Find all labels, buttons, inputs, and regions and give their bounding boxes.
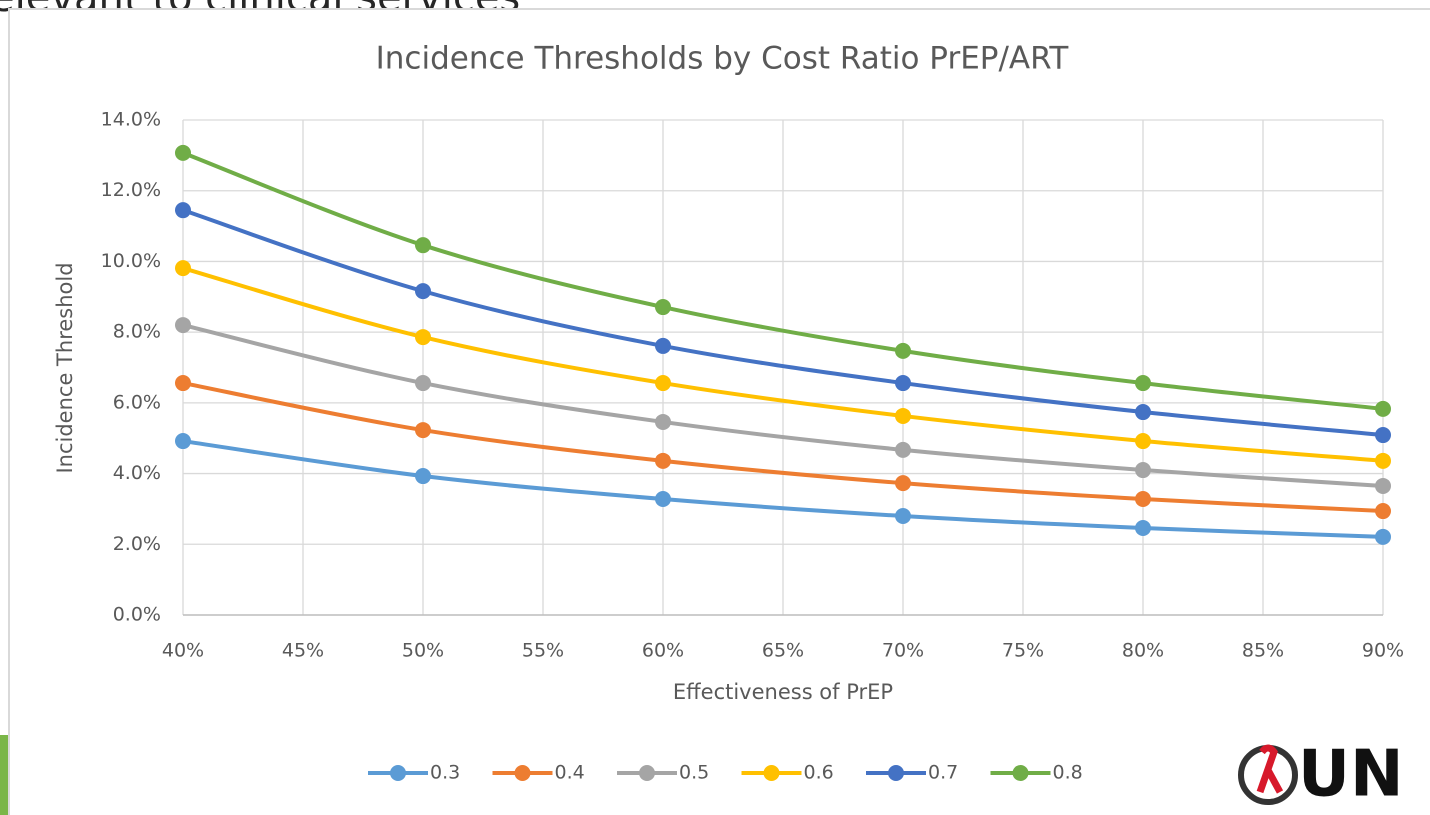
y-axis-title: Incidence Threshold xyxy=(53,262,77,473)
data-point xyxy=(1135,433,1151,450)
x-tick-label: 90% xyxy=(1362,640,1404,662)
y-tick-label: 8.0% xyxy=(113,321,161,343)
data-point xyxy=(895,475,911,492)
legend-marker xyxy=(390,765,406,781)
data-point xyxy=(1375,503,1391,520)
data-point xyxy=(175,317,191,334)
data-point xyxy=(175,260,191,277)
data-point xyxy=(895,342,911,359)
data-point xyxy=(655,413,671,430)
legend-marker xyxy=(888,765,904,781)
data-point xyxy=(655,452,671,469)
x-tick-label: 75% xyxy=(1002,640,1044,662)
series-line xyxy=(182,151,1384,411)
data-point xyxy=(175,202,191,219)
data-point xyxy=(895,375,911,392)
data-point xyxy=(415,237,431,254)
x-tick-label: 40% xyxy=(162,640,204,662)
data-point xyxy=(415,468,431,485)
legend-label: 0.3 xyxy=(430,762,460,784)
x-tick-label: 55% xyxy=(522,640,564,662)
legend-marker xyxy=(514,765,531,781)
un-logo: UN xyxy=(1238,738,1404,812)
data-point xyxy=(1135,491,1151,508)
series-line xyxy=(182,208,1384,438)
y-tick-label: 14.0% xyxy=(101,109,161,131)
legend-label: 0.5 xyxy=(679,762,709,784)
y-tick-label: 10.0% xyxy=(101,250,161,272)
data-point xyxy=(415,283,431,300)
legend-label: 0.6 xyxy=(804,762,834,784)
x-axis-title: Effectiveness of PrEP xyxy=(673,680,893,704)
data-point xyxy=(1135,520,1151,537)
logo-text: UN xyxy=(1298,738,1404,812)
series-line xyxy=(182,439,1384,539)
y-tick-label: 0.0% xyxy=(113,604,161,626)
x-tick-label: 45% xyxy=(282,640,324,662)
y-tick-label: 12.0% xyxy=(101,179,161,201)
data-point xyxy=(1375,477,1391,494)
data-point xyxy=(175,144,191,161)
x-tick-label: 60% xyxy=(642,640,684,662)
data-point xyxy=(1135,462,1151,479)
data-point xyxy=(895,407,911,424)
x-tick-label: 70% xyxy=(882,640,924,662)
legend-label: 0.7 xyxy=(928,762,958,784)
x-tick-label: 85% xyxy=(1242,640,1284,662)
x-tick-label: 80% xyxy=(1122,640,1164,662)
y-tick-label: 4.0% xyxy=(113,462,161,484)
data-point xyxy=(175,375,191,392)
data-point xyxy=(655,491,671,508)
chart-title: Incidence Thresholds by Cost Ratio PrEP/… xyxy=(376,41,1070,77)
legend-marker xyxy=(1012,765,1029,781)
series-line xyxy=(182,323,1384,488)
data-point xyxy=(1375,452,1391,469)
y-tick-label: 2.0% xyxy=(113,533,161,555)
data-point xyxy=(415,422,431,439)
x-tick-label: 65% xyxy=(762,640,804,662)
data-point xyxy=(1135,404,1151,421)
y-tick-label: 6.0% xyxy=(113,391,161,413)
accent-bar xyxy=(0,735,8,815)
data-point xyxy=(1375,400,1391,417)
data-point xyxy=(1375,427,1391,444)
legend-marker xyxy=(763,765,780,781)
data-point xyxy=(1135,375,1151,392)
data-point xyxy=(895,441,911,458)
data-point xyxy=(895,508,911,524)
data-point xyxy=(655,337,671,354)
series-line xyxy=(182,266,1384,463)
data-point xyxy=(415,329,431,346)
data-point xyxy=(655,375,671,392)
data-point xyxy=(175,433,191,450)
data-point xyxy=(1375,528,1391,545)
data-point xyxy=(655,299,671,316)
legend-label: 0.4 xyxy=(555,762,585,784)
legend-marker xyxy=(639,765,655,781)
chart-frame xyxy=(8,8,1430,815)
x-tick-label: 50% xyxy=(402,640,444,662)
data-point xyxy=(415,375,431,392)
series-line xyxy=(182,381,1384,514)
legend-label: 0.8 xyxy=(1053,762,1083,784)
